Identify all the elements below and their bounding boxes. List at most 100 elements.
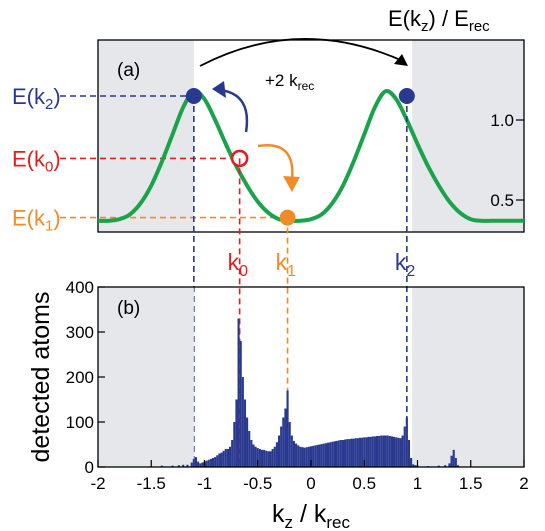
histogram-bar [277,435,281,467]
panel-b-y-axis-title: detected atoms [27,292,55,463]
histogram-bar [329,442,332,467]
histogram-bar [403,426,406,467]
histogram-bar [284,408,287,467]
shaded-region [412,40,524,232]
histogram-bar [401,435,404,467]
dispersion-curve [97,88,524,224]
histogram-bar [407,440,411,467]
histogram-bar [303,447,306,467]
transfer-arrow [199,38,406,67]
histogram-bar [271,449,274,467]
energy-level-label: E(k2) [12,84,61,113]
histogram-bar [160,465,163,467]
y-tick-label: 0 [85,458,94,477]
histogram-bar [220,452,223,467]
histogram-bar [375,435,379,467]
histogram-bar [241,377,244,467]
histogram-bar [201,462,204,467]
histogram-bar [452,449,455,467]
panel-connector-lines [193,96,408,467]
y-tick-label: 200 [66,368,94,387]
histogram-bar [297,445,300,467]
histogram-bar [395,437,398,467]
panel-a-guide-lines [60,95,288,219]
histogram-bar [282,417,285,467]
panel-b-x-axis-title: kz / krec [272,500,350,531]
x-tick-label: -1.5 [137,474,166,493]
histogram-bar [397,437,400,467]
histogram-bar [288,422,291,467]
histogram-bar [444,465,447,467]
panel-b-shaded-regions [98,287,524,467]
energy-level-labels: E(k2) E(k0) E(k1) [12,84,61,235]
x-tick-label: -2 [90,474,105,493]
blue-arrowhead [212,81,226,98]
histogram-bar [222,450,225,467]
histogram-bar [290,435,293,467]
histogram-bar [194,457,198,467]
histogram-bar [312,445,315,467]
y-tick-label: 400 [66,278,94,297]
histogram-bar [314,445,317,467]
transfer-arrowhead [394,54,408,66]
orange-curved-arrow [257,143,294,181]
histogram-bar [365,437,368,467]
histogram-bar [307,446,310,467]
y-tick-label: 0.5 [490,191,514,210]
histogram-bar [299,446,302,467]
histogram-bar [322,443,325,467]
histogram-bar [292,440,296,467]
histogram-bar [216,455,219,467]
histogram-bar [363,437,366,467]
histogram-bar [337,440,340,467]
histogram-bar [177,465,181,467]
histogram-bar [390,436,394,467]
histogram-bar [324,443,327,467]
histogram-bar [354,438,357,467]
histogram-bar [243,399,247,467]
transfer-annotation: +2 krec [265,71,314,93]
histogram-bar [228,446,232,467]
x-tick-label: 2 [519,474,528,493]
energy-level-label: E(k0) [12,146,61,175]
histogram-bar [320,444,323,467]
y-tick-label: 100 [66,413,94,432]
histogram-bar [382,435,385,467]
histogram-bar [341,440,345,467]
histogram-bar [275,442,278,467]
histogram-bar [326,442,330,467]
histogram-bar [265,450,268,467]
histogram-bar [380,435,383,467]
histogram-bar [437,465,440,467]
histogram-bar [205,460,208,467]
histogram-bar [211,458,215,467]
histogram-bar [361,437,364,467]
histogram-bar [231,440,234,467]
histogram-bar [346,439,349,467]
histogram-bar [224,449,227,467]
x-tick-label: 0 [306,474,315,493]
histogram-bar [239,341,242,467]
histogram-bar [248,431,251,467]
histogram-bar [386,435,389,467]
histogram-bar [235,399,238,467]
histogram-bar [258,449,261,467]
histogram-bar [331,441,334,467]
histogram-bar [373,436,376,467]
histogram-bar [269,451,272,467]
panel-a-y-ticks: 0.5 1.0 [490,111,524,210]
histogram-bar [295,443,298,467]
histogram-bar [369,436,372,467]
momentum-label: k1 [276,249,297,280]
momentum-label: k2 [395,249,416,280]
histogram-bar [393,436,396,467]
x-tick-label: -1 [197,474,212,493]
histogram-bar [309,446,313,467]
histogram-bars [150,318,472,467]
histogram-bar [226,449,229,467]
histogram-bar [454,458,457,467]
panel-a: 0.51.0 +2 krec (a) E(kz) / Erec E(k2)E(k… [12,6,525,280]
histogram-bar [335,440,338,467]
x-tick-label: -0.5 [243,474,272,493]
panel-a-label: (a) [117,60,140,81]
